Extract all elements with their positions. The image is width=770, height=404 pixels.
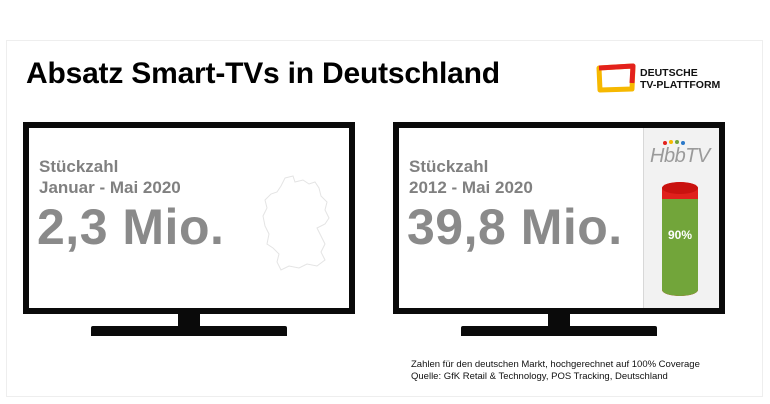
tv-left-value: 2,3 Mio. [37,199,225,255]
hbbtv-share-label: 90% [667,228,693,242]
tv-left-stand-neck [178,314,200,326]
tv-right: Stückzahl 2012 - Mai 2020 39,8 Mio. HbbT… [393,122,725,336]
page-title: Absatz Smart-TVs in Deutschland [26,57,500,90]
tv-right-stand-base [461,326,657,336]
hbbtv-logo: HbbTV [650,145,710,167]
tv-right-label-line-1: Stückzahl [409,157,489,176]
tv-left-label: Stückzahl Januar - Mai 2020 [39,156,181,198]
tv-platform-logo-icon [596,63,636,93]
hbbtv-panel: HbbTV 90% [643,128,719,308]
tv-left: Stückzahl Januar - Mai 2020 2,3 Mio. [23,122,355,336]
tv-right-screen: Stückzahl 2012 - Mai 2020 39,8 Mio. HbbT… [399,128,719,308]
brand-logo: DEUTSCHE TV-PLATTFORM [596,63,736,97]
footnote-line-1: Zahlen für den deutschen Markt, hochgere… [411,359,700,370]
hbbtv-share-fill [662,199,698,296]
tv-right-stand-neck [548,314,570,326]
hbbtv-dots-icon [663,140,685,145]
hbbtv-share-bar: 90% [662,182,698,296]
tv-right-value: 39,8 Mio. [407,199,623,255]
tv-left-label-line-1: Stückzahl [39,157,119,176]
tv-left-stand-base [91,326,287,336]
footnote-line-2: Quelle: GfK Retail & Technology, POS Tra… [411,371,668,382]
logo-line-2: TV-PLATTFORM [640,79,721,91]
germany-map-icon [262,175,330,271]
logo-wordmark: DEUTSCHE TV-PLATTFORM [640,67,720,91]
content-frame [6,40,763,397]
hbbtv-share-bar-top [662,182,698,194]
logo-line-1: DEUTSCHE [640,67,698,79]
tv-left-label-line-2: Januar - Mai 2020 [39,178,181,197]
source-footnote: Zahlen für den deutschen Markt, hochgere… [411,359,700,383]
tv-right-label: Stückzahl 2012 - Mai 2020 [409,156,533,198]
tv-left-screen: Stückzahl Januar - Mai 2020 2,3 Mio. [29,128,349,308]
tv-right-label-line-2: 2012 - Mai 2020 [409,178,533,197]
